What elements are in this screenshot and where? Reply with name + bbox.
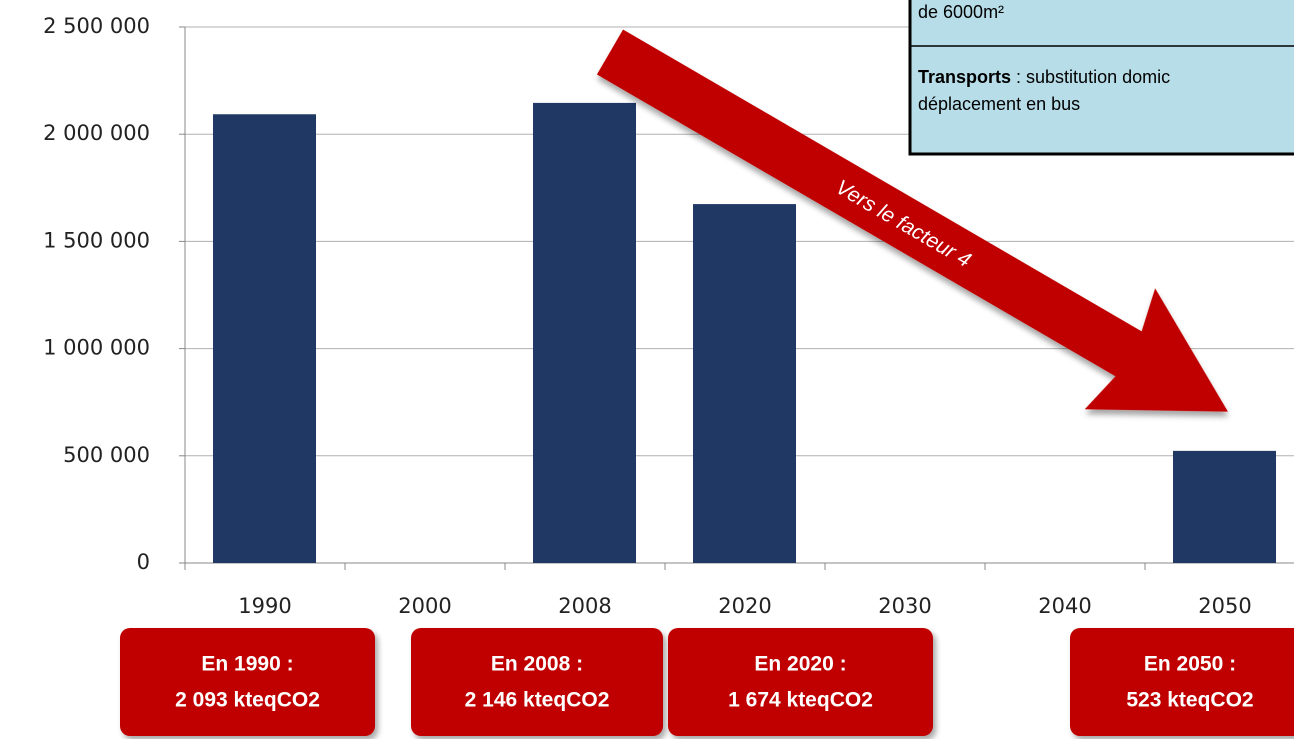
callout-box bbox=[668, 628, 933, 736]
info-line: Transports: substitution domic bbox=[918, 67, 1170, 87]
x-tick-label: 2020 bbox=[718, 594, 771, 618]
x-tick-label: 2000 bbox=[398, 594, 451, 618]
x-tick-label: 2030 bbox=[878, 594, 931, 618]
bar bbox=[533, 102, 636, 564]
info-box: de 6000m² Transports: substitution domic… bbox=[908, 0, 1294, 156]
callout-text: 2 093 kteqCO2 bbox=[175, 689, 320, 712]
callout-box bbox=[1070, 628, 1294, 736]
x-tick-label: 2050 bbox=[1198, 594, 1251, 618]
info-rest: : substitution domic bbox=[1016, 67, 1170, 87]
plot: 0 500 000 1 000 000 1 500 000 2 000 000 2 500… bbox=[43, 14, 1294, 618]
callout-text: 523 kteqCO2 bbox=[1126, 689, 1253, 712]
y-tick-label: 1 500 000 bbox=[43, 228, 150, 252]
x-tick-label: 1990 bbox=[238, 594, 291, 618]
info-box-frame bbox=[908, 0, 1294, 156]
callout-text: 2 146 kteqCO2 bbox=[465, 689, 610, 712]
bar bbox=[1173, 450, 1276, 563]
bar bbox=[693, 204, 796, 563]
callout-title: En 2020 : bbox=[754, 653, 846, 676]
y-tick-label: 1 000 000 bbox=[43, 336, 150, 360]
y-tick-label: 0 bbox=[137, 550, 150, 574]
callout-title: En 2050 : bbox=[1144, 653, 1236, 676]
info-bold: Transports bbox=[918, 67, 1011, 87]
x-tick-label: 2040 bbox=[1038, 594, 1091, 618]
callout-box bbox=[120, 628, 375, 736]
info-line: de 6000m² bbox=[918, 2, 1004, 22]
callout-title: En 2008 : bbox=[491, 653, 583, 676]
callout-text: 1 674 kteqCO2 bbox=[728, 689, 873, 712]
info-line: déplacement en bus bbox=[918, 94, 1080, 114]
arrow-shape bbox=[596, 29, 1228, 412]
bar bbox=[213, 114, 316, 563]
y-tick-label: 500 000 bbox=[63, 443, 150, 467]
callout-box bbox=[411, 628, 663, 736]
y-tick-label: 2 000 000 bbox=[43, 121, 150, 145]
callout-title: En 1990 : bbox=[201, 653, 293, 676]
x-tick-label: 2008 bbox=[558, 594, 611, 618]
y-tick-label: 2 500 000 bbox=[43, 14, 150, 38]
